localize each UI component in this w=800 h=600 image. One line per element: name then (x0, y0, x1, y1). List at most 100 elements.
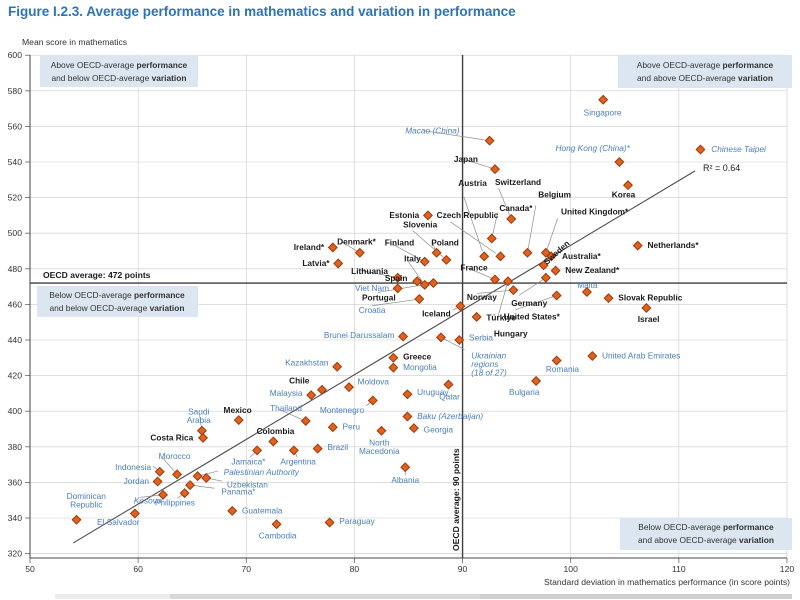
country-label-cambodia: Cambodia (259, 530, 297, 540)
data-point-korea (623, 180, 634, 191)
data-point-sweden (538, 260, 549, 271)
tick-label-y-320: 320 (8, 549, 23, 559)
oecd-average-vertical-label: OECD average: 90 points (451, 448, 461, 551)
country-label-korea: Korea (612, 189, 636, 199)
leader-line-japan (462, 158, 493, 169)
tick-label-x-100: 100 (564, 564, 579, 574)
country-label-germany: Germany (511, 298, 547, 308)
r-squared-label: R² = 0.64 (703, 163, 740, 173)
data-point-malaysia (306, 390, 317, 401)
tick-label-x-120: 120 (780, 564, 795, 574)
data-point-chinese-taipei (695, 144, 706, 155)
quadrant-box-top-left (40, 56, 198, 87)
tick-label-y-400: 400 (8, 406, 23, 416)
country-label-brazil: Brazil (327, 442, 348, 452)
data-point-united-arab-emirates (587, 351, 598, 362)
data-point-argentina (288, 445, 299, 456)
data-point-macao-china (484, 135, 495, 146)
country-label-mexico: Mexico (224, 405, 252, 415)
leader-line-croatia (372, 299, 416, 307)
quadrant-label-top-right-2: and above OECD-average variation (637, 73, 773, 83)
data-point-t-rkiye (471, 311, 482, 322)
country-label-malta: Malta (577, 280, 598, 290)
data-point-thailand (300, 415, 311, 426)
data-point-portugal (428, 278, 439, 289)
country-label-dominican-republic: Dominican Republic (67, 491, 107, 510)
country-label-austria: Austria (458, 178, 487, 188)
data-point-qatar (443, 379, 454, 390)
country-label-canada: Canada* (499, 203, 533, 213)
data-point-norway (508, 285, 519, 296)
quadrant-box-bottom-right (620, 518, 792, 550)
data-point-estonia (422, 210, 433, 221)
country-label-hong-kong-china: Hong Kong (China)* (556, 143, 631, 153)
country-label-el-salvador: El Salvador (97, 517, 140, 527)
grid-layer: 320 340 360 380 400 420 440 460 480 500 520 540 560 5… (8, 50, 795, 574)
country-label-brunei-darussalam: Brunei Darussalam (324, 330, 395, 340)
trend-line (72, 170, 696, 544)
data-point-albania (400, 462, 411, 473)
country-label-north-macedonia: North Macedonia (359, 438, 400, 457)
leader-line-lithuania (361, 270, 395, 278)
leader-line-macao-china (423, 130, 484, 141)
data-point-viet-nam (392, 283, 403, 294)
y-axis-title: Mean score in mathematics (22, 37, 127, 47)
data-point-el-salvador (129, 508, 140, 519)
quadrant-label-bottom-right-2: and above OECD-average variation (638, 535, 774, 545)
country-label-viet-nam: Viet Nam (355, 283, 389, 293)
data-point-lithuania (392, 272, 403, 283)
data-point-croatia (414, 294, 425, 305)
data-point-jordan (152, 476, 163, 487)
quadrant-label-top-left: Above OECD-average performance (51, 60, 188, 70)
data-point-chile (316, 384, 327, 395)
quadrant-box-top-right (618, 55, 792, 88)
data-point-canada (486, 233, 497, 244)
data-point-mongolia (388, 362, 399, 373)
country-label-bulgaria: Bulgaria (509, 387, 540, 397)
data-point-serbia (454, 334, 465, 346)
leader-line-portugal (377, 283, 429, 293)
country-label-italy: Italy (404, 254, 421, 264)
oecd-average-horizontal-label: OECD average: 472 points (43, 270, 151, 280)
country-label-belgium: Belgium (538, 189, 571, 199)
data-point-new-zealand (550, 265, 561, 276)
country-label-chile: Chile (289, 375, 310, 385)
data-point-finland (419, 256, 430, 267)
data-point-indonesia (154, 466, 165, 477)
country-label-united-states: United States* (504, 311, 561, 321)
country-label-united-arab-emirates: United Arab Emirates (602, 351, 680, 361)
data-point-costa-rica (198, 432, 209, 443)
data-point-slovenia (441, 254, 452, 265)
country-label-finland: Finland (385, 237, 415, 247)
data-point-hungary (502, 276, 513, 287)
leader-line-hungary (496, 284, 508, 320)
country-label-serbia: Serbia (469, 333, 493, 343)
leader-line-ukrainian-regions-18-of-27 (442, 338, 465, 350)
tick-label-y-420: 420 (8, 371, 23, 381)
country-label-poland: Poland (431, 237, 459, 247)
data-point-paraguay (324, 517, 335, 528)
data-point-slovak-republic (603, 293, 614, 304)
country-label-netherlands: Netherlands* (647, 240, 699, 250)
country-label-macao-china: Macao (China) (405, 125, 460, 135)
data-point-palestinian-authority (192, 471, 203, 482)
country-label-estonia: Estonia (389, 210, 419, 220)
country-label-singapore: Singapore (584, 108, 622, 118)
country-label-jamaica: Jamaica* (231, 456, 266, 466)
tick-label-y-580: 580 (8, 86, 23, 96)
country-label-denmark: Denmark* (337, 237, 377, 247)
country-label-slovenia: Slovenia (403, 220, 438, 230)
data-point-australia (546, 251, 557, 262)
data-point-uruguay (402, 389, 413, 400)
tick-label-y-520: 520 (8, 193, 23, 203)
tick-label-y-560: 560 (8, 121, 23, 131)
leader-line-finland (393, 244, 423, 261)
leader-line-norway (477, 290, 511, 294)
tick-label-y-500: 500 (8, 228, 23, 238)
leader-line-canada (491, 212, 499, 237)
country-label-philippines: Philippines (155, 497, 195, 507)
country-label-ukrainian-regions-18-of-27: Ukrainian regions (18 of 27) (471, 351, 507, 378)
data-point-jamaica (252, 445, 263, 456)
country-label-saudi-arabia: Saudi Arabia (187, 407, 211, 426)
